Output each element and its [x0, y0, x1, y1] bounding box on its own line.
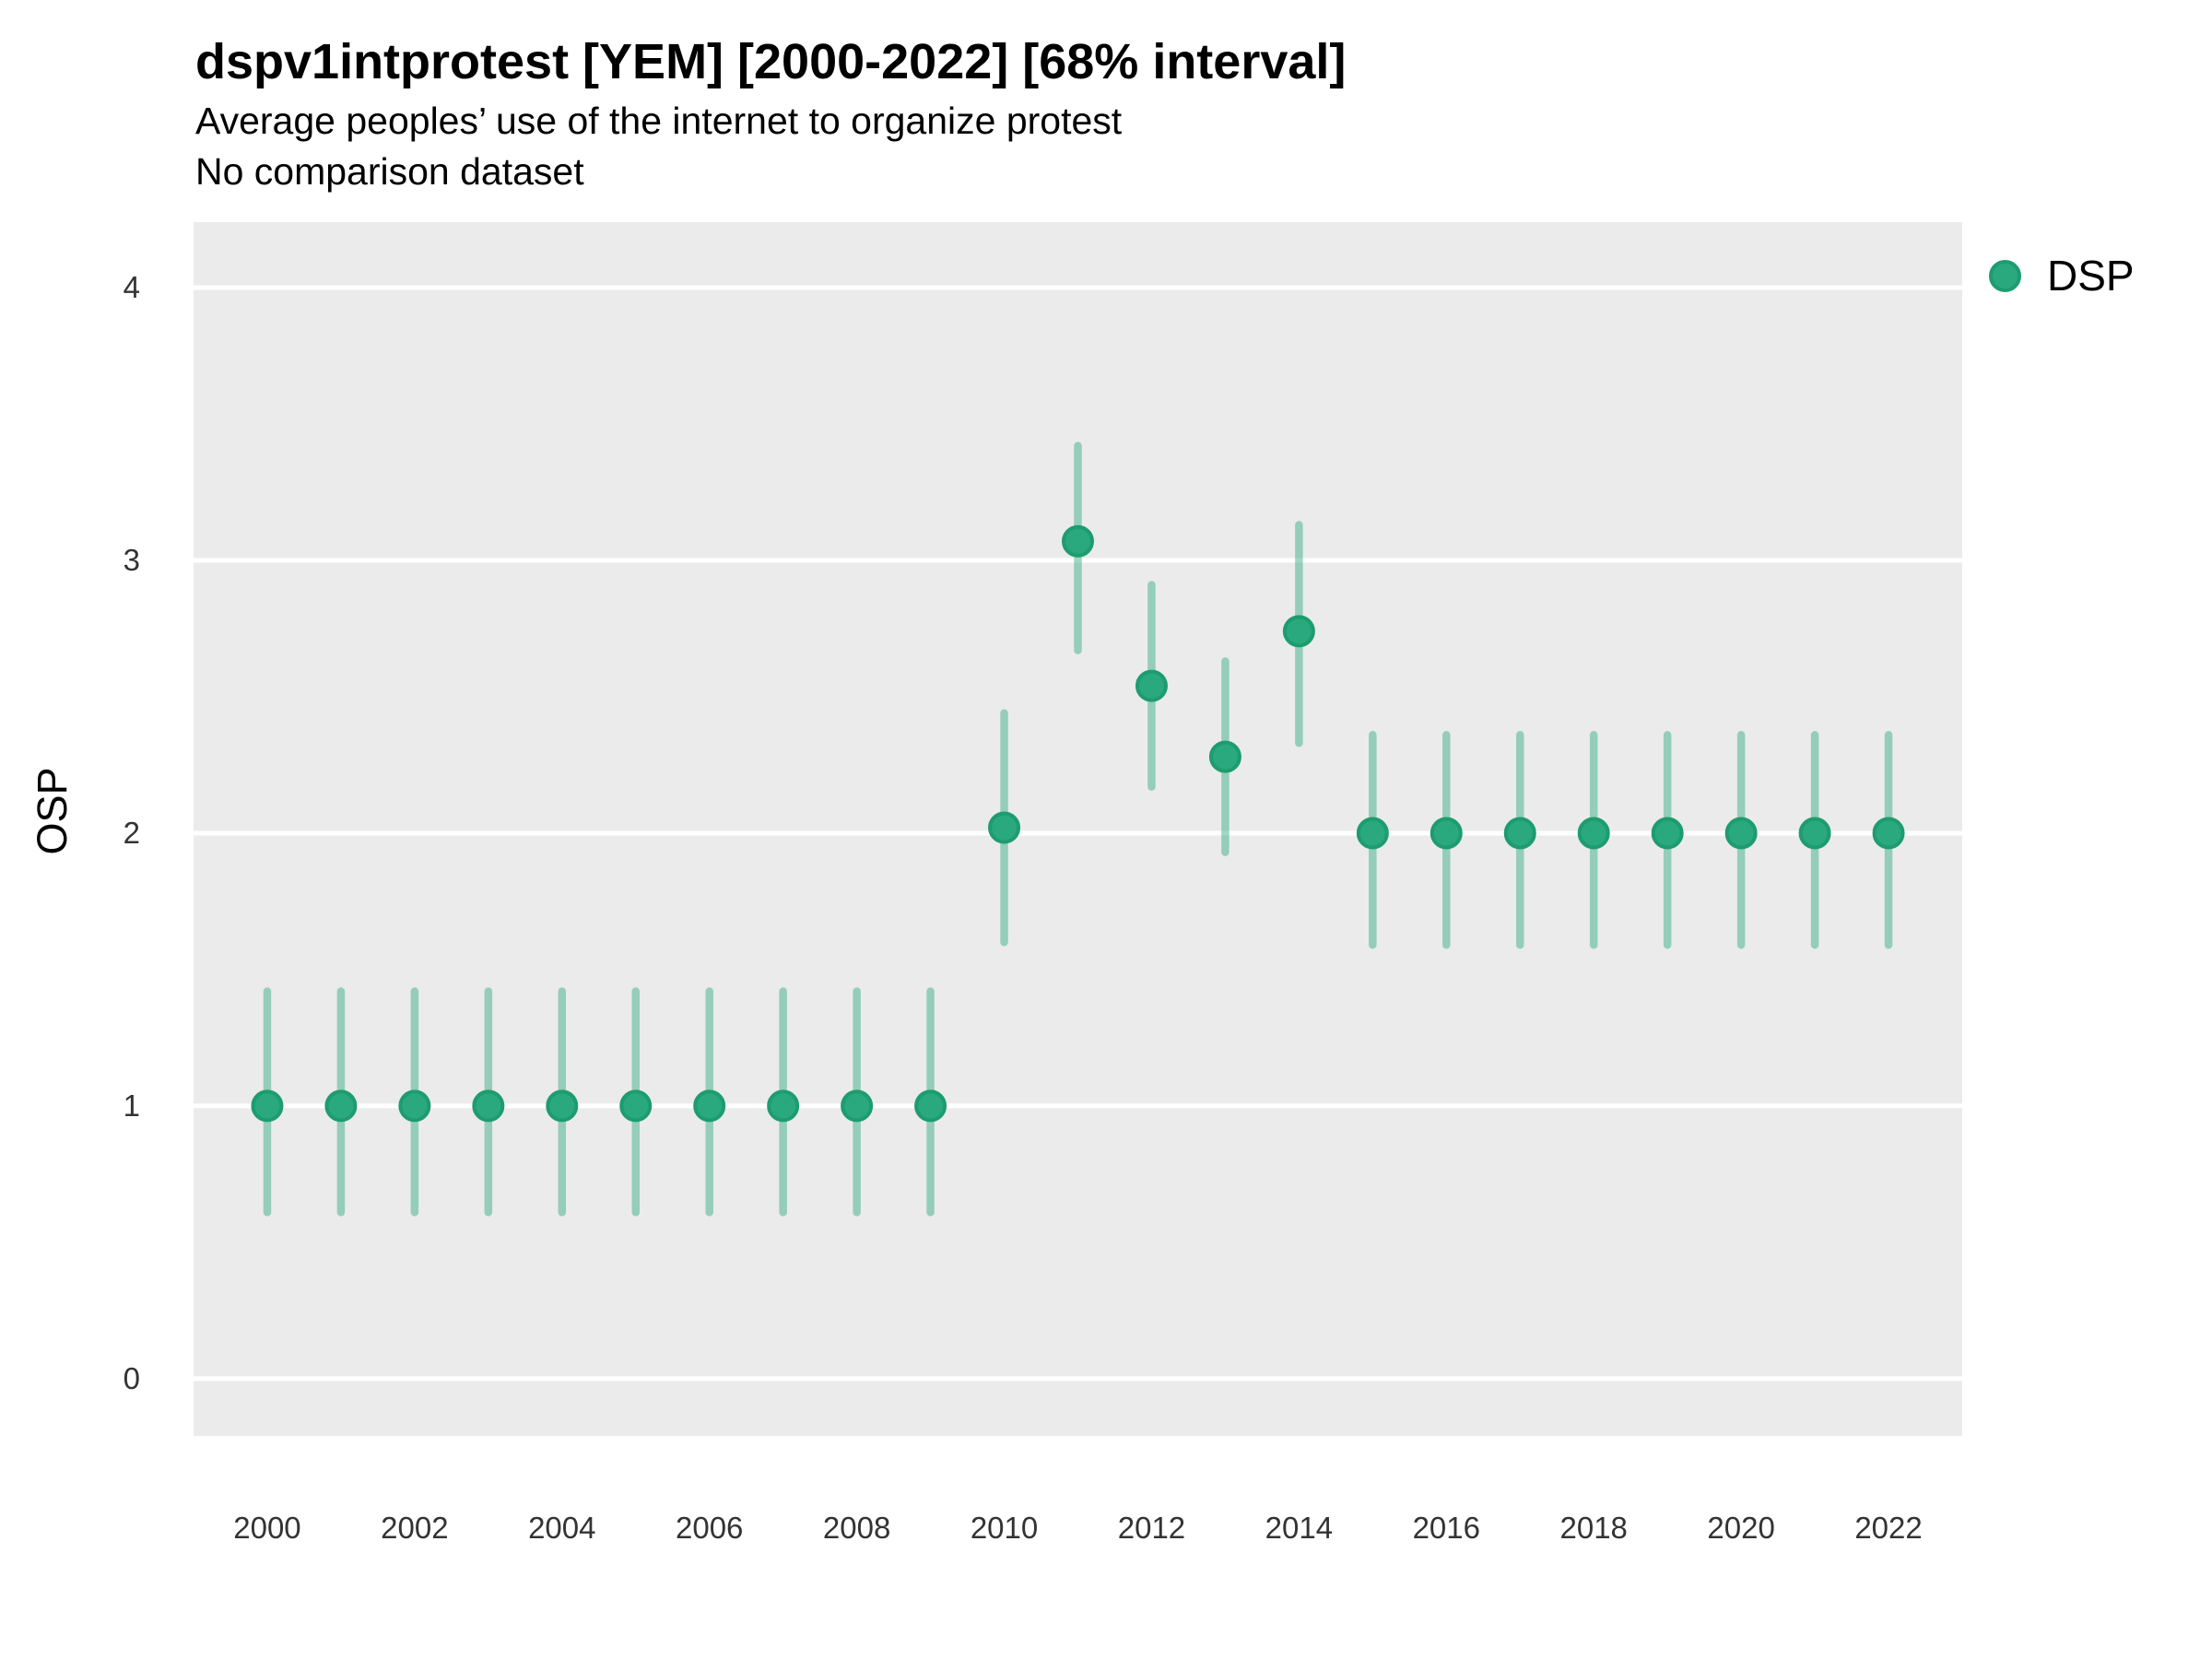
x-tick-label-2000: 2000 — [233, 1511, 300, 1545]
x-tick-label-2022: 2022 — [1854, 1511, 1922, 1545]
data-point-2021 — [1798, 817, 1831, 850]
y-tick-label-2: 2 — [124, 816, 140, 850]
x-tick-label-2002: 2002 — [381, 1511, 448, 1545]
data-point-2014 — [1282, 615, 1315, 648]
x-tick-label-2008: 2008 — [823, 1511, 890, 1545]
data-point-2017 — [1503, 817, 1536, 850]
x-tick-label-2010: 2010 — [971, 1511, 1038, 1545]
data-point-2007 — [767, 1089, 800, 1123]
x-tick-label-2020: 2020 — [1707, 1511, 1774, 1545]
x-tick-label-2004: 2004 — [528, 1511, 595, 1545]
data-point-2002 — [398, 1089, 431, 1123]
legend: DSP — [1989, 251, 2135, 300]
data-point-2013 — [1208, 740, 1241, 773]
data-point-2008 — [841, 1089, 874, 1123]
data-point-2012 — [1135, 669, 1168, 702]
legend-label: DSP — [2047, 252, 2135, 300]
data-point-2010 — [988, 811, 1021, 844]
x-tick-label-2018: 2018 — [1559, 1511, 1627, 1545]
y-tick-label-4: 4 — [124, 270, 140, 304]
data-point-2018 — [1577, 817, 1610, 850]
y-tick-label-0: 0 — [124, 1361, 140, 1395]
y-tick-label-3: 3 — [124, 543, 140, 577]
data-point-2001 — [324, 1089, 358, 1123]
data-point-2022 — [1872, 817, 1905, 850]
data-point-2003 — [472, 1089, 505, 1123]
chart-subtitle: Average peoples’ use of the internet to … — [195, 100, 1123, 142]
x-tick-label-2014: 2014 — [1265, 1511, 1333, 1545]
data-point-2019 — [1651, 817, 1684, 850]
data-point-2009 — [914, 1089, 947, 1123]
data-point-2005 — [619, 1089, 653, 1123]
data-point-2000 — [251, 1089, 284, 1123]
data-point-2004 — [546, 1089, 579, 1123]
data-point-2020 — [1724, 817, 1758, 850]
data-point-2016 — [1430, 817, 1463, 850]
data-point-2015 — [1356, 817, 1389, 850]
x-tick-label-2006: 2006 — [676, 1511, 743, 1545]
x-tick-label-2016: 2016 — [1413, 1511, 1480, 1545]
x-tick-label-2012: 2012 — [1118, 1511, 1185, 1545]
circle-marker-icon — [1989, 259, 2021, 292]
panel-background — [194, 222, 1962, 1436]
data-point-2011 — [1062, 524, 1094, 558]
page-title: dspv1intprotest [YEM] [2000-2022] [68% i… — [195, 34, 1347, 89]
chart-note: No comparison dataset — [195, 150, 584, 193]
y-axis-title: OSP — [29, 767, 76, 855]
y-tick-label-1: 1 — [124, 1088, 140, 1123]
data-point-2006 — [693, 1089, 726, 1123]
